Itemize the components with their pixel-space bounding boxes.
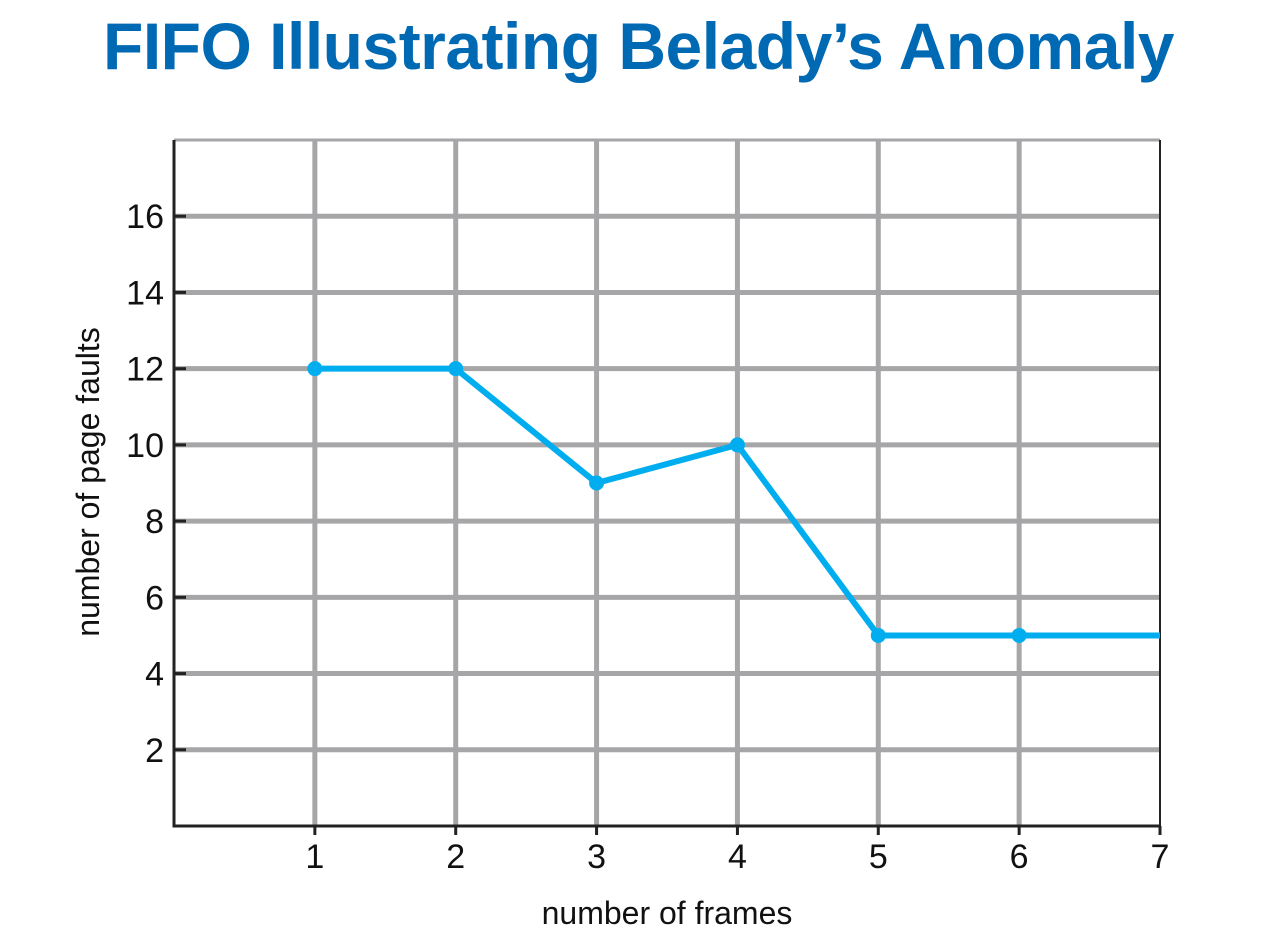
grid [174,140,1160,826]
axes [172,138,1162,835]
x-axis-label: number of frames [542,895,793,931]
y-tick-label-10: 10 [126,427,164,465]
data-point-2 [448,361,464,377]
x-tick-label-3: 3 [587,838,606,876]
y-tick-label-12: 12 [126,351,164,389]
data-point-4 [729,437,745,453]
x-tick-label-2: 2 [446,838,465,876]
y-tick-label-4: 4 [145,656,164,694]
chart-title: FIFO Illustrating Belady’s Anomaly [103,9,1174,83]
x-tick-label-6: 6 [1010,838,1029,876]
series-fifo [307,361,1160,643]
data-point-3 [589,475,605,491]
data-point-1 [307,361,323,377]
y-tick-label-6: 6 [145,579,164,617]
y-tick-label-14: 14 [126,274,164,312]
x-tick-label-1: 1 [305,838,324,876]
y-axis-label: number of page faults [70,327,106,637]
y-tick-label-2: 2 [145,732,164,770]
x-tick-label-4: 4 [728,838,747,876]
data-point-6 [1011,627,1027,643]
y-tick-label-8: 8 [145,503,164,541]
y-tick-label-16: 16 [126,198,164,236]
x-tick-label-7: 7 [1151,838,1170,876]
data-point-5 [870,627,886,643]
x-tick-label-5: 5 [869,838,888,876]
